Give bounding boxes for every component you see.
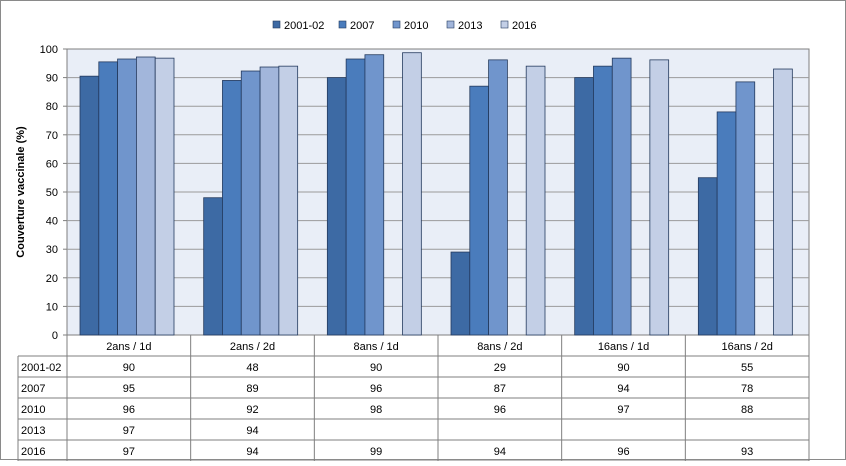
category-label: 8ans / 2d: [477, 341, 522, 353]
category-label: 2ans / 2d: [230, 341, 275, 353]
y-tick-label: 0: [52, 330, 58, 342]
bar: [326, 77, 347, 336]
table-cell: 94: [494, 446, 506, 458]
table-cell: 97: [617, 404, 629, 416]
y-tick-label: 70: [46, 130, 58, 142]
table-cell: 90: [617, 362, 629, 374]
y-tick-label: 100: [40, 44, 58, 56]
legend-swatch: [446, 20, 455, 29]
bar: [203, 197, 223, 336]
table-cell: 96: [494, 404, 506, 416]
legend-swatch: [338, 20, 347, 29]
table-cell: 89: [246, 383, 258, 395]
legend-label: 2001-02: [284, 20, 324, 32]
bar: [135, 56, 156, 336]
table-row-label: 2013: [21, 425, 45, 437]
y-tick-label: 60: [46, 158, 58, 170]
table-cell: 98: [370, 404, 382, 416]
y-tick-label: 10: [46, 301, 58, 313]
legend-label: 2010: [404, 20, 428, 32]
bar: [593, 65, 613, 336]
table-row-label: 2001-02: [21, 362, 61, 374]
legend-label: 2016: [512, 20, 536, 32]
y-tick-label: 80: [46, 101, 58, 113]
table-cell: 48: [246, 362, 258, 374]
table-cell: 92: [246, 404, 258, 416]
bar: [117, 58, 137, 336]
table-cell: 90: [370, 362, 382, 374]
bar: [488, 59, 508, 336]
table-cell: 29: [494, 362, 506, 374]
legend-swatch: [392, 20, 401, 29]
bar: [259, 66, 280, 336]
table-cell: 87: [494, 383, 506, 395]
bar: [525, 65, 546, 336]
bar: [364, 54, 385, 336]
legend-swatch: [500, 20, 509, 29]
y-tick-label: 90: [46, 73, 58, 85]
category-label: 8ans / 1d: [354, 341, 399, 353]
y-tick-label: 20: [46, 273, 58, 285]
legend-label: 2007: [350, 20, 374, 32]
table-cell: 55: [741, 362, 753, 374]
table-row-label: 2010: [21, 404, 45, 416]
bar: [735, 81, 756, 336]
y-tick-label: 30: [46, 244, 58, 256]
bar: [402, 52, 422, 336]
legend-label: 2013: [458, 20, 482, 32]
table-row-label: 2016: [21, 446, 45, 458]
bar: [773, 68, 793, 336]
table-cell: 94: [246, 446, 258, 458]
y-axis-label: Couverture vaccinale (%): [15, 126, 27, 258]
bar: [79, 75, 100, 336]
bar: [469, 85, 489, 336]
bar: [611, 57, 632, 336]
category-label: 16ans / 2d: [721, 341, 772, 353]
table-row-label: 2007: [21, 383, 45, 395]
table-cell: 95: [123, 383, 135, 395]
bar: [345, 58, 366, 336]
table-cell: 94: [246, 425, 258, 437]
bar: [154, 57, 175, 336]
bar: [450, 251, 471, 336]
y-tick-label: 40: [46, 216, 58, 228]
table-cell: 90: [123, 362, 135, 374]
table-cell: 97: [123, 425, 135, 437]
table-cell: 96: [123, 404, 135, 416]
bar: [222, 80, 242, 336]
bar: [98, 61, 119, 336]
bar: [574, 77, 594, 336]
bar: [240, 70, 261, 336]
y-tick-label: 50: [46, 187, 58, 199]
category-label: 2ans / 1d: [106, 341, 151, 353]
table-cell: 97: [123, 446, 135, 458]
bar: [649, 59, 670, 336]
category-label: 16ans / 1d: [598, 341, 649, 353]
table-cell: 88: [741, 404, 753, 416]
table-cell: 96: [370, 383, 382, 395]
table-cell: 94: [617, 383, 629, 395]
bar: [716, 111, 737, 336]
table-cell: 93: [741, 446, 753, 458]
table-cell: 96: [617, 446, 629, 458]
bar: [697, 177, 718, 336]
bar: [278, 65, 299, 336]
table-cell: 99: [370, 446, 382, 458]
legend-swatch: [272, 20, 281, 29]
table-cell: 78: [741, 383, 753, 395]
